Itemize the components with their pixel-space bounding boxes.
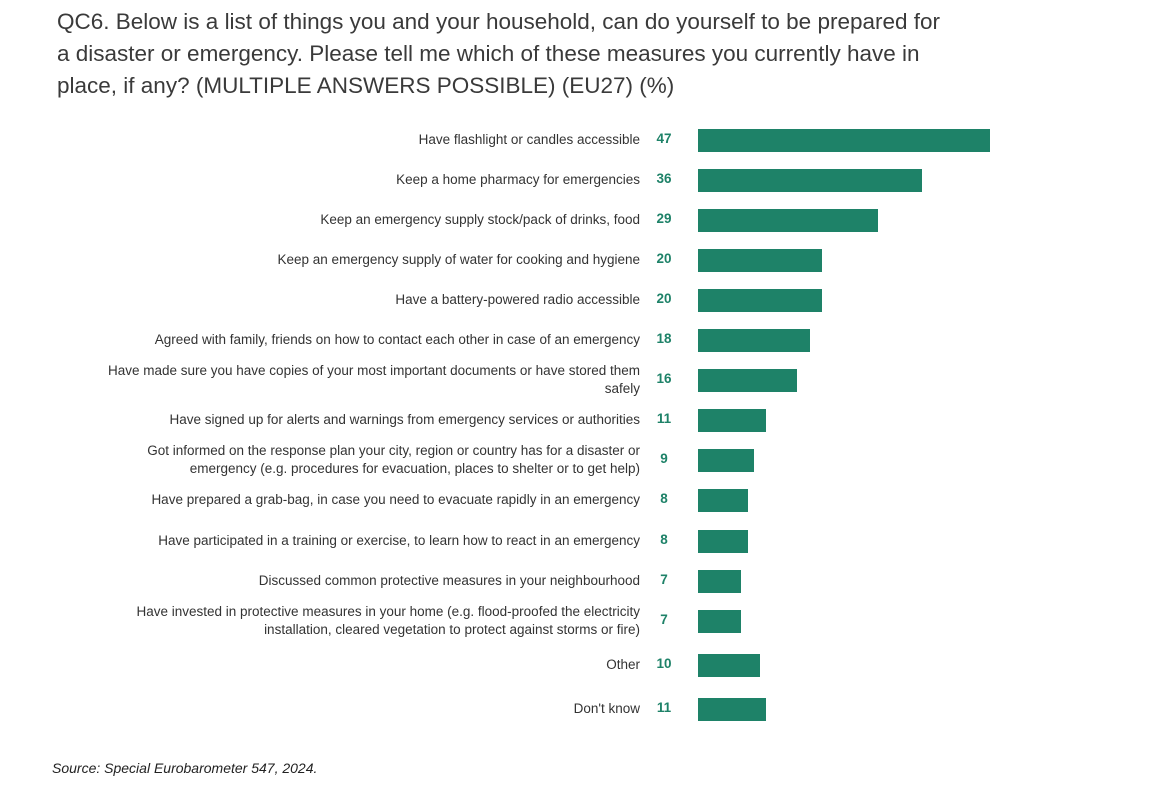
category-label: Keep a home pharmacy for emergencies xyxy=(20,171,640,189)
bar xyxy=(698,609,742,633)
bar xyxy=(698,328,810,352)
category-label-line: Have signed up for alerts and warnings f… xyxy=(169,412,640,427)
category-label-line: Agreed with family, friends on how to co… xyxy=(154,332,640,347)
category-label: Have prepared a grab-bag, in case you ne… xyxy=(20,491,640,509)
bar xyxy=(698,569,742,593)
category-label-line: Other xyxy=(606,657,640,672)
category-label: Discussed common protective measures in … xyxy=(20,572,640,590)
bar xyxy=(698,488,748,512)
category-label-line: Have participated in a training or exerc… xyxy=(158,533,640,548)
category-label-line: Have prepared a grab-bag, in case you ne… xyxy=(151,492,640,507)
data-label: 8 xyxy=(660,532,668,547)
data-label: 36 xyxy=(656,171,672,186)
category-label-line: Keep an emergency supply stock/pack of d… xyxy=(320,212,640,227)
bar xyxy=(698,697,767,721)
data-label: 7 xyxy=(660,572,668,587)
bar xyxy=(698,208,879,232)
category-label: Agreed with family, friends on how to co… xyxy=(20,331,640,349)
title-line-3: place, if any? (MULTIPLE ANSWERS POSSIBL… xyxy=(57,73,675,98)
category-label-line: installation, cleared vegetation to prot… xyxy=(264,622,640,637)
data-label: 9 xyxy=(660,451,668,466)
bar xyxy=(698,529,748,553)
category-label: Have a battery-powered radio accessible xyxy=(20,291,640,309)
data-label: 16 xyxy=(656,371,672,386)
category-label: Don't know xyxy=(20,700,640,718)
category-label: Other xyxy=(20,656,640,674)
bar xyxy=(698,168,922,192)
category-label-line: Got informed on the response plan your c… xyxy=(147,443,640,458)
bar xyxy=(698,368,798,392)
title-line-2: a disaster or emergency. Please tell me … xyxy=(57,41,920,66)
source-note: Source: Special Eurobarometer 547, 2024. xyxy=(52,760,318,776)
bar xyxy=(698,128,990,152)
category-label: Keep an emergency supply of water for co… xyxy=(20,251,640,269)
category-label: Got informed on the response plan your c… xyxy=(20,442,640,478)
category-label-line: Have a battery-powered radio accessible xyxy=(395,292,640,307)
bar xyxy=(698,653,761,677)
category-label-line: Discussed common protective measures in … xyxy=(258,573,640,588)
category-label-line: Keep a home pharmacy for emergencies xyxy=(396,172,640,187)
data-label: 29 xyxy=(656,211,672,226)
category-label: Have invested in protective measures in … xyxy=(20,603,640,639)
category-label-line: Have made sure you have copies of your m… xyxy=(107,363,640,378)
data-label: 11 xyxy=(656,411,672,426)
bar xyxy=(698,408,767,432)
category-label: Have made sure you have copies of your m… xyxy=(20,362,640,398)
data-label: 8 xyxy=(660,491,668,506)
data-label: 18 xyxy=(656,331,672,346)
data-label: 20 xyxy=(656,251,672,266)
bar xyxy=(698,288,823,312)
data-label: 11 xyxy=(656,700,672,715)
category-label-line: emergency (e.g. procedures for evacuatio… xyxy=(189,461,640,476)
title-line-1: QC6. Below is a list of things you and y… xyxy=(57,9,941,34)
data-label: 10 xyxy=(656,656,672,671)
bar xyxy=(698,248,823,272)
data-label: 47 xyxy=(656,131,672,146)
category-label-line: Have flashlight or candles accessible xyxy=(418,132,640,147)
category-label: Keep an emergency supply stock/pack of d… xyxy=(20,211,640,229)
chart-title: QC6. Below is a list of things you and y… xyxy=(57,6,1057,102)
bar xyxy=(698,448,754,472)
data-label: 20 xyxy=(656,291,672,306)
category-label-line: Have invested in protective measures in … xyxy=(136,604,640,619)
category-label-line: Don't know xyxy=(573,701,640,716)
category-label-line: Keep an emergency supply of water for co… xyxy=(277,252,640,267)
category-label: Have participated in a training or exerc… xyxy=(20,532,640,550)
category-label: Have signed up for alerts and warnings f… xyxy=(20,411,640,429)
category-label: Have flashlight or candles accessible xyxy=(20,131,640,149)
category-label-line: safely xyxy=(604,381,640,396)
data-label: 7 xyxy=(660,612,668,627)
